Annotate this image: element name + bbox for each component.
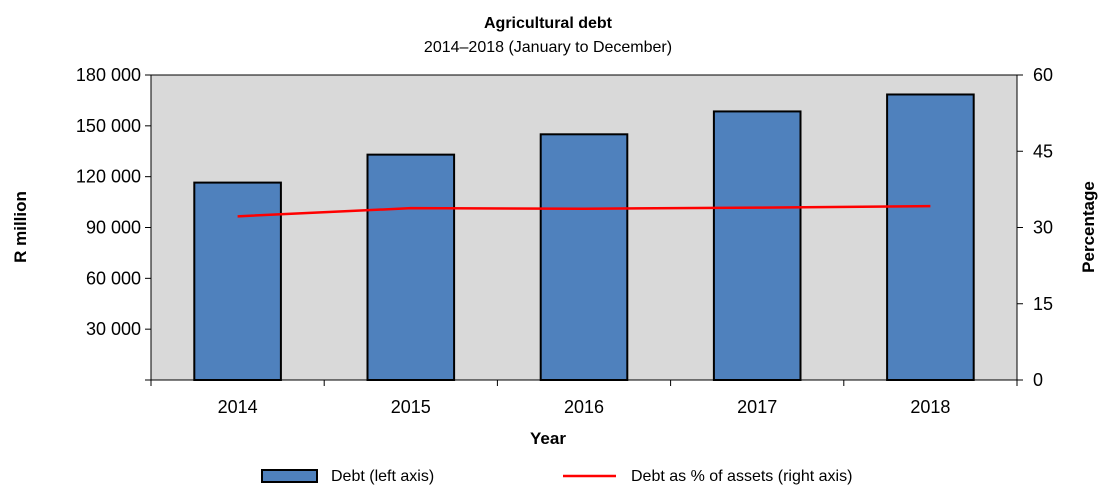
left-tick-label: 150 000 <box>76 116 141 136</box>
bar-2017 <box>712 110 802 382</box>
left-tick-label: 120 000 <box>76 167 141 187</box>
bar-series <box>193 93 975 382</box>
bar-2015 <box>366 153 456 381</box>
left-tick-label: 30 000 <box>86 319 141 339</box>
chart-title: Agricultural debt <box>484 15 613 32</box>
x-axis-ticks: 2014 2015 2016 2017 2018 <box>150 380 1018 417</box>
x-tick-label: 2016 <box>564 397 604 417</box>
x-tick-label: 2017 <box>737 397 777 417</box>
right-tick-label: 30 <box>1033 218 1053 238</box>
right-tick-label: 60 <box>1033 65 1053 85</box>
right-axis-ticks: 0 15 30 45 60 <box>1017 65 1053 390</box>
right-tick-label: 0 <box>1033 370 1043 390</box>
x-axis-title: Year <box>530 429 566 448</box>
left-tick-label: 180 000 <box>76 65 141 85</box>
chart-subtitle: 2014–2018 (January to December) <box>424 39 672 56</box>
bar-2014 <box>193 181 282 381</box>
left-axis-ticks: 30 000 60 000 90 000 120 000 150 000 180 000 <box>76 65 151 381</box>
legend: Debt (left axis) Debt as % of assets (ri… <box>261 468 852 485</box>
legend-swatch-debt <box>261 469 318 483</box>
right-tick-label: 45 <box>1033 141 1053 161</box>
y2-axis-title: Percentage <box>1079 181 1098 273</box>
x-tick-label: 2015 <box>391 397 431 417</box>
y-axis-title: R million <box>11 191 30 263</box>
x-tick-label: 2018 <box>910 397 950 417</box>
legend-label-percentage: Debt as % of assets (right axis) <box>631 468 852 485</box>
right-tick-label: 15 <box>1033 294 1053 314</box>
x-tick-label: 2014 <box>218 397 258 417</box>
bar-2016 <box>539 133 629 381</box>
left-tick-label: 60 000 <box>86 268 141 288</box>
left-tick-label: 90 000 <box>86 218 141 238</box>
legend-label-debt: Debt (left axis) <box>331 468 434 485</box>
percentage-line <box>237 204 931 218</box>
bar-2018 <box>886 93 975 381</box>
